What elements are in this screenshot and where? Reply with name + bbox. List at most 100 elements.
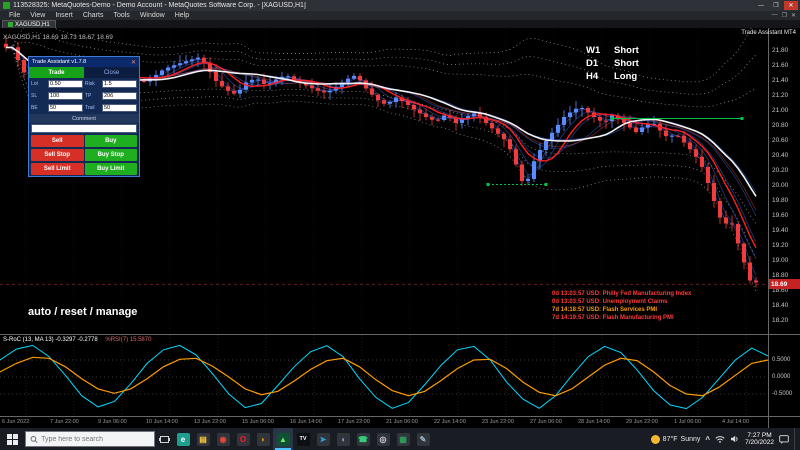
taskbar-app-mt4[interactable]: ▲: [273, 428, 293, 450]
taskbar-app-firefox[interactable]: ◗: [253, 428, 273, 450]
field-input-sl[interactable]: [48, 92, 83, 100]
field-label-sl: SL: [31, 93, 47, 99]
close-button[interactable]: ✕: [784, 1, 798, 10]
comment-row: [29, 123, 139, 134]
volume-icon[interactable]: [730, 435, 740, 443]
minimize-button[interactable]: —: [754, 1, 768, 10]
chart-canvas[interactable]: XAGUSD,H1 18.69 18.73 18.67 18.69 W1Shor…: [0, 28, 768, 334]
oscillator-chart: [0, 335, 768, 416]
panel-tab-trade[interactable]: Trade: [29, 67, 84, 78]
price-scale-label: 18.20: [772, 317, 788, 324]
comment-input[interactable]: [31, 124, 137, 133]
sun-icon: [651, 435, 660, 444]
price-scale-label: 19.40: [772, 227, 788, 234]
field-input-risk[interactable]: [102, 80, 137, 88]
taskbar-search[interactable]: [25, 431, 155, 447]
time-axis[interactable]: 6 Jun 20227 Jun 22:009 Jun 06:0010 Jun 1…: [0, 416, 768, 428]
panel-tab-close[interactable]: Close: [84, 67, 139, 78]
system-tray: 87°F Sunny ^ 7:27 PM 7/20/2022: [651, 428, 800, 450]
start-button[interactable]: [0, 428, 24, 450]
bias-direction: Long: [614, 70, 637, 83]
child-close-icon[interactable]: ✕: [791, 12, 796, 19]
menu-view[interactable]: View: [25, 12, 50, 19]
panel-title: Trade Assistant v1.7.8: [32, 59, 86, 65]
price-scale-label: 19.60: [772, 212, 788, 219]
taskbar-app-notepad[interactable]: ✎: [413, 428, 433, 450]
search-input[interactable]: [41, 436, 150, 443]
field-input-be[interactable]: [48, 104, 83, 112]
time-axis-label: 16 Jun 14:00: [290, 419, 322, 425]
pinned-apps: e▤ ◉O◗▲TV➤◖☎ ◎▦✎: [173, 428, 433, 450]
buy-button[interactable]: Buy: [85, 135, 138, 147]
price-scale[interactable]: 21.8021.6021.4021.2021.0020.8020.6020.40…: [768, 28, 800, 334]
menu-file[interactable]: File: [4, 12, 25, 19]
menu-help[interactable]: Help: [170, 12, 194, 19]
weather-widget[interactable]: 87°F Sunny: [651, 435, 701, 444]
price-scale-label: 19.20: [772, 242, 788, 249]
taskbar-app-telegram[interactable]: ➤: [313, 428, 333, 450]
taskbar-app-whatsapp[interactable]: ☎: [353, 428, 373, 450]
restore-button[interactable]: ❐: [769, 1, 783, 10]
child-minimize-icon[interactable]: —: [772, 12, 778, 19]
axis-corner: [768, 416, 800, 428]
wifi-icon[interactable]: [715, 435, 725, 443]
time-axis-label: 9 Jun 06:00: [98, 419, 127, 425]
menu-insert[interactable]: Insert: [50, 12, 78, 19]
object-anchor-handle[interactable]: [741, 117, 744, 120]
price-scale-label: 20.80: [772, 122, 788, 129]
show-desktop-button[interactable]: [794, 428, 798, 450]
price-scale-label: 21.00: [772, 107, 788, 114]
windows-logo-icon: [7, 434, 18, 445]
indicator-scale-label: -0.5000: [772, 391, 792, 397]
object-anchor-handle[interactable]: [487, 183, 490, 186]
object-anchor-handle[interactable]: [611, 117, 614, 120]
buy-stop-button[interactable]: Buy Stop: [85, 149, 138, 161]
taskbar-app-excel[interactable]: ▦: [393, 428, 413, 450]
time-axis-label: 22 Jun 14:00: [434, 419, 466, 425]
indicator-scale[interactable]: 0.50000.0000-0.5000: [768, 334, 800, 416]
panel-field-trail: Trail: [85, 104, 137, 112]
sell-limit-button[interactable]: Sell Limit: [31, 163, 84, 175]
time-axis-label: 6 Jun 2022: [2, 419, 29, 425]
indicator-label: S-RoC (13, MA 13) -0.3297 -0.2778 %RSI(7…: [3, 337, 151, 343]
panel-titlebar[interactable]: Trade Assistant v1.7.8 ✕: [29, 57, 139, 67]
field-input-trail[interactable]: [102, 104, 137, 112]
obs-icon: ◎: [377, 433, 390, 446]
tab-xagusd-h1[interactable]: XAGUSD,H1: [2, 20, 56, 28]
panel-field-sl: SL: [31, 92, 83, 100]
panel-tabs: Trade Close: [29, 67, 139, 78]
chrome-icon: ◉: [217, 433, 230, 446]
menu-window[interactable]: Window: [135, 12, 170, 19]
price-scale-label: 19.00: [772, 257, 788, 264]
time-axis-label: 1 Jul 06:00: [674, 419, 701, 425]
ea-command-labels[interactable]: auto / reset / manage: [28, 306, 137, 318]
field-input-tp[interactable]: [102, 92, 137, 100]
taskbar-app-file-explorer[interactable]: ▤: [193, 428, 213, 450]
taskbar-app-discord[interactable]: ◖: [333, 428, 353, 450]
action-center-icon[interactable]: [779, 435, 789, 444]
menu-charts[interactable]: Charts: [78, 12, 109, 19]
price-scale-label: 19.80: [772, 197, 788, 204]
menu-tools[interactable]: Tools: [108, 12, 134, 19]
object-anchor-handle[interactable]: [545, 183, 548, 186]
bias-timeframe: H4: [586, 70, 614, 83]
indicator-pane[interactable]: S-RoC (13, MA 13) -0.3297 -0.2778 %RSI(7…: [0, 334, 768, 416]
tray-expand-icon[interactable]: ^: [705, 435, 710, 444]
taskbar-app-chrome[interactable]: ◉: [213, 428, 233, 450]
chart-tab-label: XAGUSD,H1: [15, 22, 50, 28]
sell-button[interactable]: Sell: [31, 135, 84, 147]
field-input-lot[interactable]: [48, 80, 83, 88]
taskbar-app-opera[interactable]: O: [233, 428, 253, 450]
taskbar-app-obs[interactable]: ◎: [373, 428, 393, 450]
task-view-button[interactable]: [155, 428, 173, 450]
sell-stop-button[interactable]: Sell Stop: [31, 149, 84, 161]
clock-time: 7:27 PM: [745, 432, 774, 440]
taskbar-app-edge[interactable]: e: [173, 428, 193, 450]
child-restore-icon[interactable]: ❐: [782, 12, 787, 19]
panel-close-icon[interactable]: ✕: [131, 59, 136, 66]
buy-limit-button[interactable]: Buy Limit: [85, 163, 138, 175]
taskbar-clock[interactable]: 7:27 PM 7/20/2022: [745, 432, 774, 447]
field-label-risk: Risk: [85, 81, 101, 87]
time-axis-label: 13 Jun 22:00: [194, 419, 226, 425]
taskbar-app-tradingview[interactable]: TV: [293, 428, 313, 450]
